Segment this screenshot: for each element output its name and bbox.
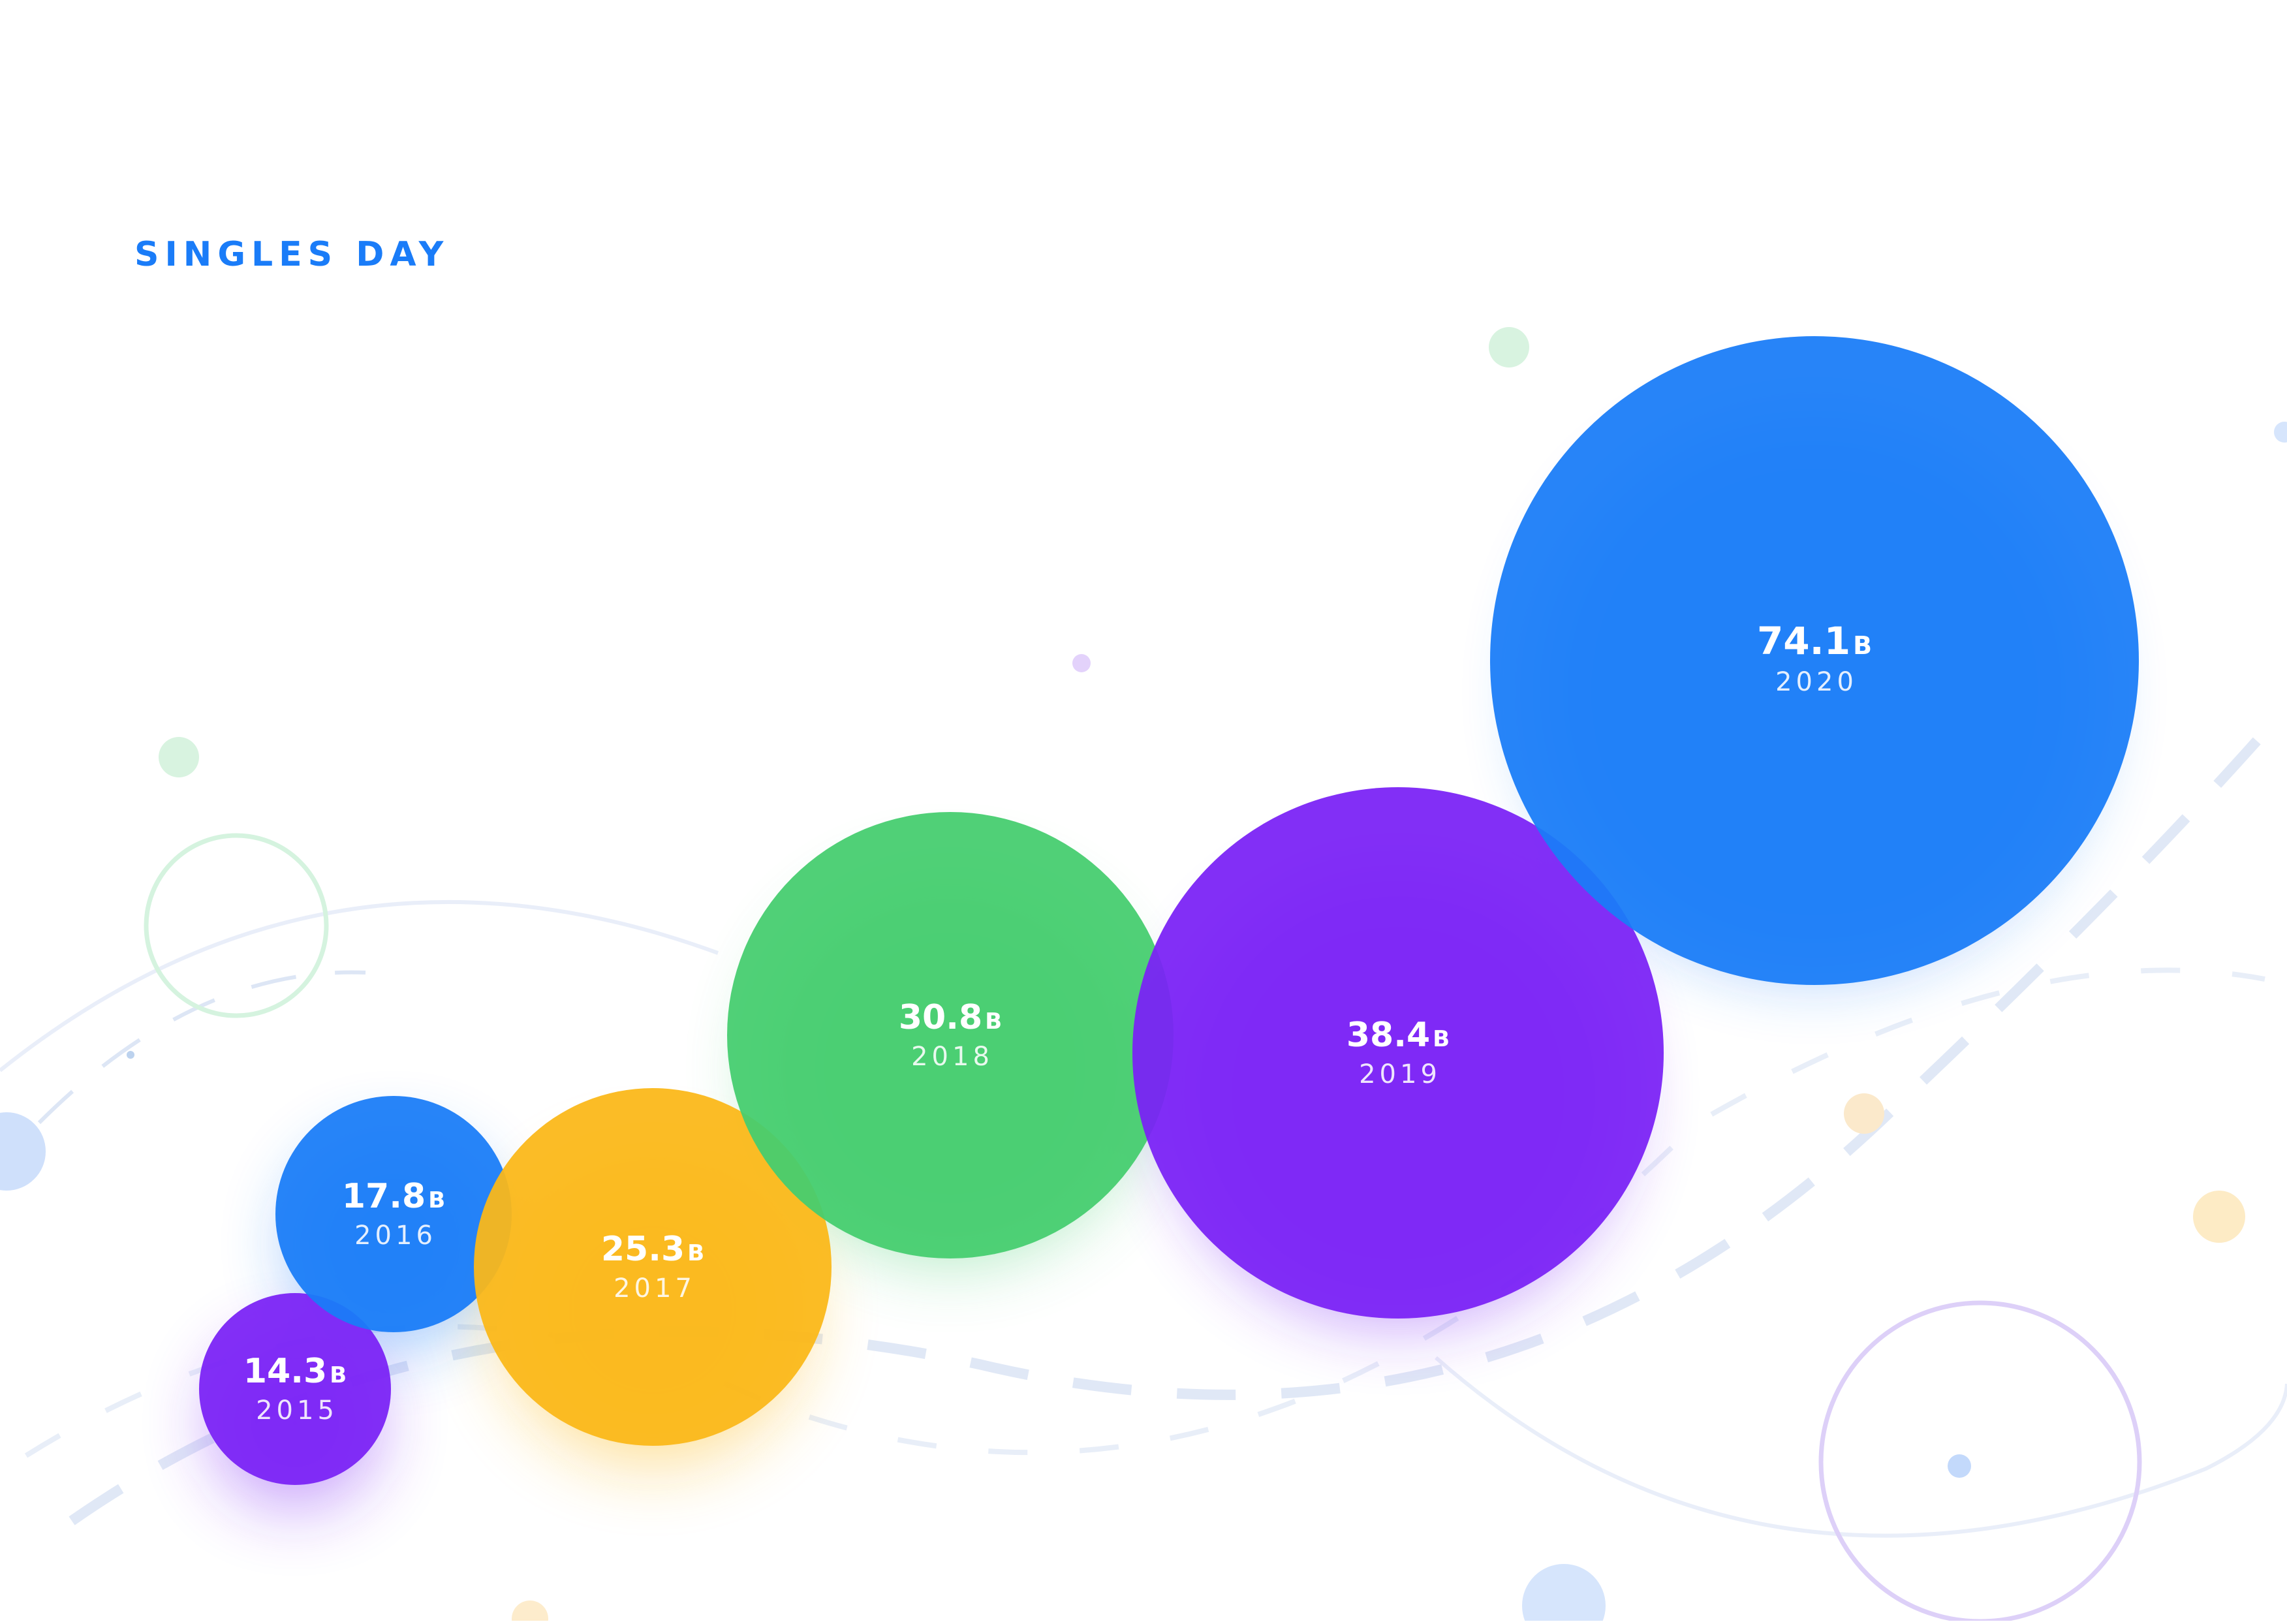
value-label-2017: 25.3 B	[601, 1230, 704, 1269]
decorative-dots	[0, 327, 2287, 1624]
year-label-2018: 2018	[911, 1042, 993, 1072]
dot	[1844, 1093, 1884, 1134]
dot	[1072, 654, 1091, 672]
dot	[2193, 1191, 2245, 1243]
year-label-2017: 2017	[614, 1273, 696, 1304]
value-number: 38.4	[1346, 1016, 1430, 1055]
thin-arc	[37, 970, 366, 1125]
value-unit: B	[428, 1187, 445, 1213]
year-label-2015: 2015	[256, 1396, 338, 1426]
bubble-2015	[199, 1293, 391, 1485]
value-label-2020: 74.1 B	[1757, 619, 1872, 663]
outline-ring	[1818, 1300, 2142, 1624]
value-number: 14.3	[243, 1352, 327, 1391]
value-label-2015: 14.3 B	[243, 1352, 347, 1391]
bubble-2020	[1490, 336, 2139, 985]
bubble-2017	[474, 1088, 832, 1446]
bubble-2019	[1132, 787, 1664, 1319]
year-label-2019: 2019	[1359, 1059, 1441, 1089]
dot	[127, 1051, 134, 1059]
value-label-2018: 30.8 B	[899, 998, 1002, 1037]
value-unit: B	[985, 1008, 1002, 1035]
value-number: 25.3	[601, 1230, 685, 1269]
value-unit: B	[1433, 1026, 1450, 1052]
dot	[159, 737, 199, 777]
value-label-2019: 38.4 B	[1346, 1016, 1450, 1055]
year-label-2016: 2016	[354, 1221, 437, 1251]
thin-arc	[0, 900, 719, 1072]
outline-ring	[144, 833, 329, 1018]
value-unit: B	[330, 1362, 347, 1388]
dot	[512, 1601, 548, 1624]
dot	[1948, 1454, 1971, 1478]
value-unit: B	[1853, 631, 1872, 660]
bubble-2018	[727, 812, 1174, 1258]
bubble-2016	[275, 1096, 512, 1332]
dashed-arc	[69, 721, 2275, 1525]
dot	[1489, 327, 1529, 367]
dot	[0, 1112, 46, 1191]
value-number: 74.1	[1757, 619, 1850, 663]
value-label-2016: 17.8 B	[342, 1177, 445, 1216]
value-unit: B	[687, 1240, 704, 1266]
value-number: 17.8	[342, 1177, 426, 1216]
thin-arc	[1435, 1356, 2287, 1538]
value-number: 30.8	[899, 998, 982, 1037]
dot	[1522, 1564, 1606, 1624]
chart-title: SINGLES DAY	[134, 235, 450, 274]
dot	[2274, 422, 2287, 443]
year-label-2020: 2020	[1775, 667, 1858, 697]
